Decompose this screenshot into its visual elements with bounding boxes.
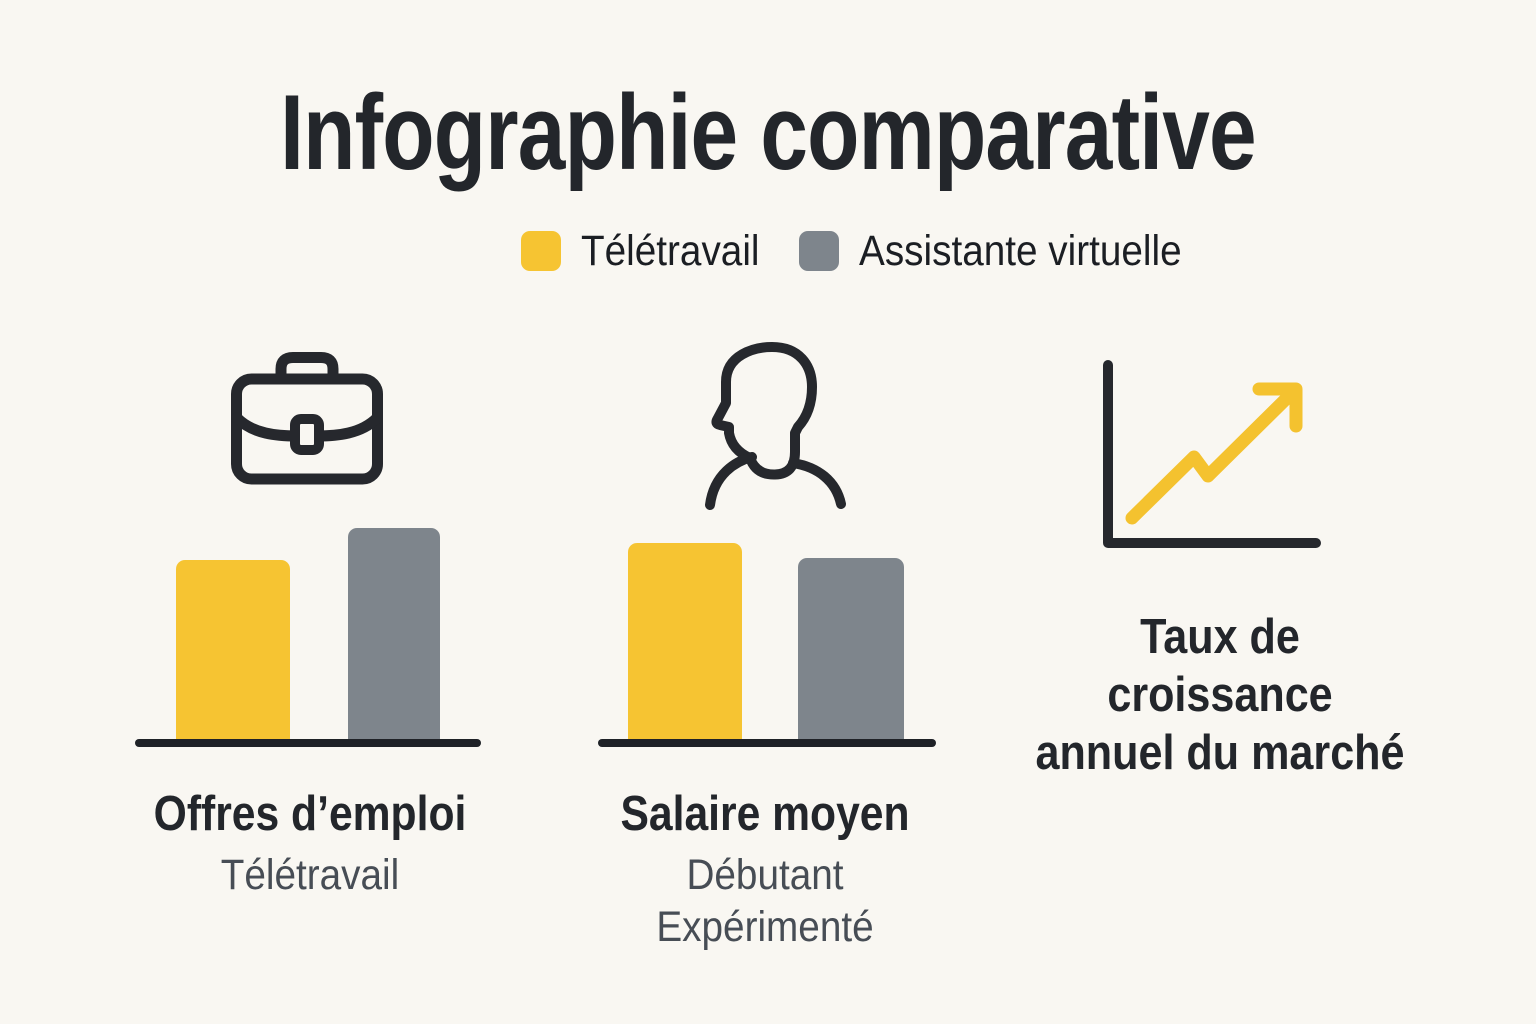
axis-baseline [135,739,481,747]
growth-chart-icon [1103,360,1321,548]
bar-salaire-experimente [798,558,904,744]
bar-offres-assistante [348,528,440,744]
legend-swatch-yellow [521,231,561,271]
axis-baseline [598,739,936,747]
caption-line: Taux de [1140,610,1300,664]
legend-item-assistante-virtuelle: Assistante virtuelle [799,227,1218,275]
page-title: Infographie comparative [280,72,1257,192]
section-caption-teletravail: Télétravail [220,851,400,899]
briefcase-icon [231,352,383,485]
legend-swatch-gray [799,231,839,271]
section-caption-debutant: Débutant [686,851,844,899]
legend-label: Assistante virtuelle [859,226,1182,275]
legend-label: Télétravail [581,226,760,275]
bar-salaire-debutant [628,543,742,744]
person-icon [705,342,846,510]
section-title-salaire: Salaire moyen [620,787,910,841]
legend-item-teletravail: Télétravail [521,227,779,275]
section-title-offres: Offres d’emploi [153,787,467,841]
section-caption-experimente: Expérimenté [656,903,874,951]
section-caption-croissance: Taux de croissance annuel du marché [1026,608,1413,782]
caption-line: annuel du marché [1035,726,1405,780]
bar-offres-teletravail [176,560,290,744]
caption-line: croissance [1107,668,1333,722]
